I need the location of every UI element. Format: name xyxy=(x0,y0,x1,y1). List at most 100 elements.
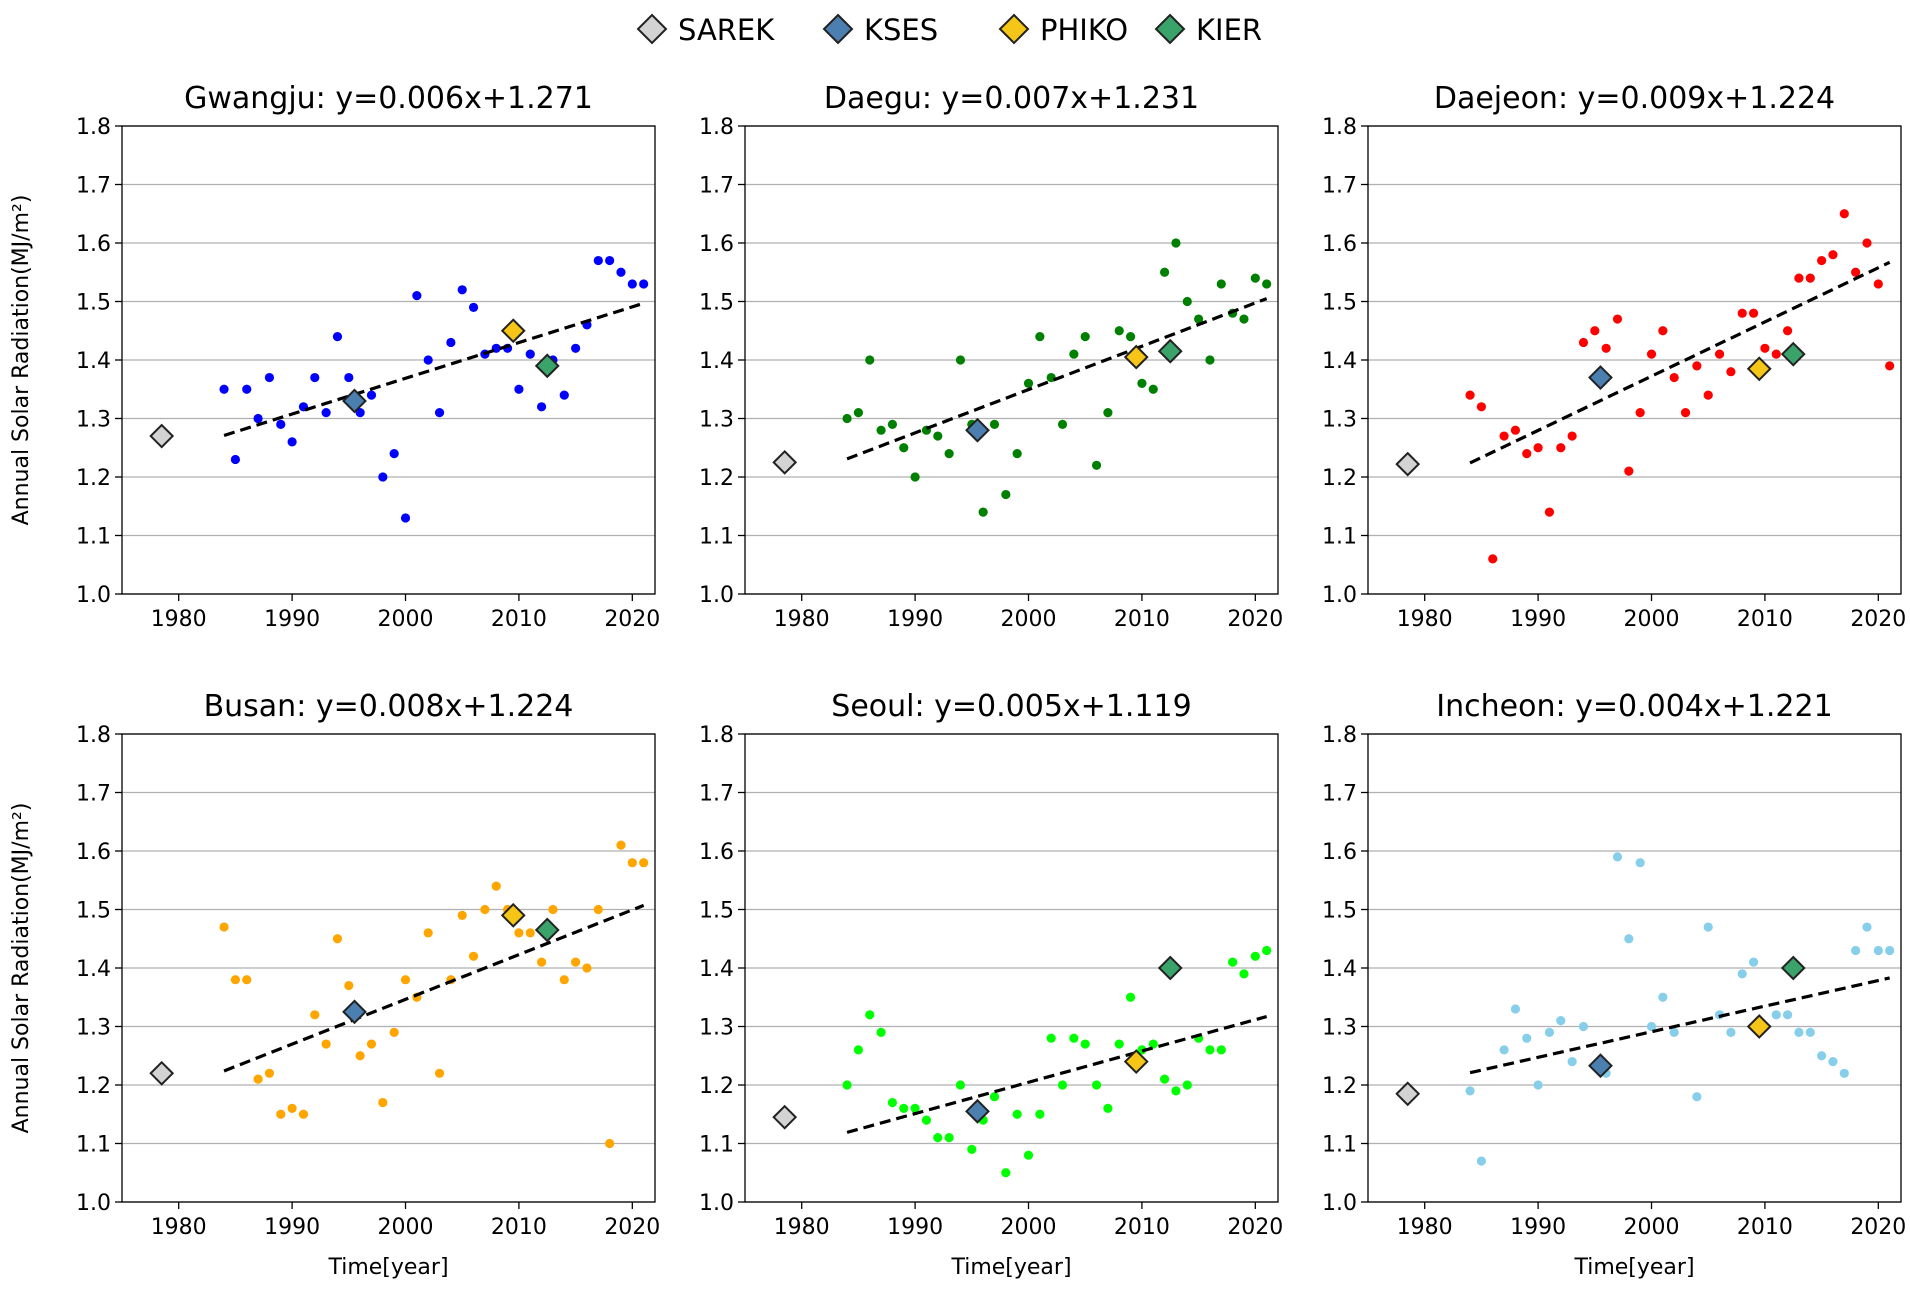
axes-frame xyxy=(1367,125,1902,595)
y-tick-label: 1.3 xyxy=(76,1016,111,1041)
y-tick-label: 1.8 xyxy=(76,723,111,748)
data-point xyxy=(1828,1057,1838,1067)
legend-marker-kier xyxy=(1154,13,1186,45)
y-tick-label: 1.3 xyxy=(699,408,734,433)
data-point xyxy=(468,302,479,312)
x-tick-label: 2010 xyxy=(1114,607,1170,632)
data-point xyxy=(366,1039,377,1049)
data-point xyxy=(1635,408,1645,418)
y-tick-label: 1.0 xyxy=(699,583,734,608)
panel-title: Daegu: y=0.007x+1.231 xyxy=(824,81,1199,116)
marker-kses xyxy=(342,999,367,1025)
data-point xyxy=(1465,390,1475,400)
data-point xyxy=(1805,1027,1815,1037)
marker-sarek xyxy=(1395,451,1421,477)
data-point xyxy=(1737,308,1747,318)
data-point xyxy=(1851,267,1861,277)
data-point xyxy=(1748,308,1759,318)
data-point xyxy=(264,1068,275,1078)
y-tick-label: 1.6 xyxy=(1322,840,1357,865)
legend-item-sarek: SAREK xyxy=(636,13,775,47)
y-tick-label: 1.5 xyxy=(699,291,734,316)
data-point xyxy=(1159,1074,1170,1084)
trend-line xyxy=(223,301,645,437)
y-tick-label: 1.7 xyxy=(1322,782,1357,807)
y-tick-label: 1.8 xyxy=(699,115,734,140)
marker-kier xyxy=(1780,341,1806,367)
data-point xyxy=(1114,1039,1124,1049)
x-tick-label: 1990 xyxy=(1510,607,1566,632)
data-point xyxy=(1624,466,1634,476)
data-point xyxy=(525,928,535,938)
x-tick-label: 2010 xyxy=(1737,607,1793,632)
data-point xyxy=(287,437,297,447)
data-point xyxy=(1556,1016,1566,1026)
y-tick-label: 1.7 xyxy=(76,174,111,199)
legend-marker-phiko xyxy=(998,13,1030,45)
data-point xyxy=(457,910,467,920)
data-point xyxy=(1046,1033,1056,1043)
y-tick-label: 1.3 xyxy=(76,408,111,433)
data-point xyxy=(548,904,558,915)
data-point xyxy=(1488,554,1498,564)
data-point xyxy=(310,372,320,383)
data-point xyxy=(1839,209,1849,219)
y-tick-label: 1.0 xyxy=(699,1191,734,1216)
data-point xyxy=(1885,361,1895,371)
data-point xyxy=(1510,1004,1521,1014)
data-point xyxy=(1692,361,1702,371)
x-tick-label: 2020 xyxy=(1227,607,1283,632)
data-point xyxy=(1216,1045,1226,1055)
data-point xyxy=(423,355,433,365)
data-point xyxy=(276,419,286,429)
data-point xyxy=(332,332,343,342)
marker-kses xyxy=(965,417,990,443)
x-tick-label: 2000 xyxy=(1624,607,1680,632)
marker-sarek xyxy=(772,449,798,475)
data-point xyxy=(616,840,626,850)
y-tick-label: 1.7 xyxy=(699,782,734,807)
data-point xyxy=(1533,443,1543,453)
data-point xyxy=(1194,314,1204,324)
panel-daejeon: Daejeon: y=0.009x+1.224 1.0 1.1 1.2 1.3 1.4 1.… xyxy=(1322,81,1906,632)
data-point xyxy=(944,1133,954,1143)
x-tick-label: 2020 xyxy=(1850,1215,1906,1240)
y-tick-label: 1.6 xyxy=(1322,232,1357,257)
x-tick-label: 1980 xyxy=(151,1215,207,1240)
data-point xyxy=(1601,343,1611,353)
y-tick-label: 1.7 xyxy=(699,174,734,199)
data-point xyxy=(1590,326,1600,336)
data-point xyxy=(989,419,1000,429)
y-tick-label: 1.6 xyxy=(76,232,111,257)
x-tick-label: 2000 xyxy=(1001,607,1057,632)
data-point xyxy=(1499,431,1509,441)
x-tick-label: 1980 xyxy=(1397,1215,1453,1240)
data-point xyxy=(1205,1045,1215,1055)
data-point xyxy=(899,443,909,453)
data-point xyxy=(593,904,603,915)
marker-sarek xyxy=(1395,1081,1421,1107)
trend-line xyxy=(1469,976,1891,1075)
data-point xyxy=(1080,332,1090,342)
data-point xyxy=(989,1092,1000,1102)
marker-sarek xyxy=(772,1104,798,1130)
y-tick-label: 1.5 xyxy=(1322,291,1357,316)
y-tick-label: 1.4 xyxy=(1322,349,1357,374)
panel-title: Incheon: y=0.004x+1.221 xyxy=(1436,689,1832,724)
y-tick-label: 1.3 xyxy=(699,1016,734,1041)
data-point xyxy=(1001,1168,1011,1178)
x-axis-label: Time[year] xyxy=(1573,1255,1694,1280)
data-point xyxy=(1522,1033,1532,1043)
marker-phiko xyxy=(1746,356,1772,382)
data-point xyxy=(344,372,354,383)
legend-label: SAREK xyxy=(678,13,775,47)
y-axis-label: Annual Solar Radiation(MJ/m²) xyxy=(9,195,34,526)
marker-kier xyxy=(534,917,560,943)
marker-kier xyxy=(534,353,560,379)
data-point xyxy=(1873,279,1883,289)
x-tick-label: 2000 xyxy=(1001,1215,1057,1240)
y-tick-label: 1.6 xyxy=(699,840,734,865)
data-point xyxy=(1069,349,1079,359)
data-point xyxy=(1035,332,1045,342)
marker-kses xyxy=(1588,1053,1613,1079)
